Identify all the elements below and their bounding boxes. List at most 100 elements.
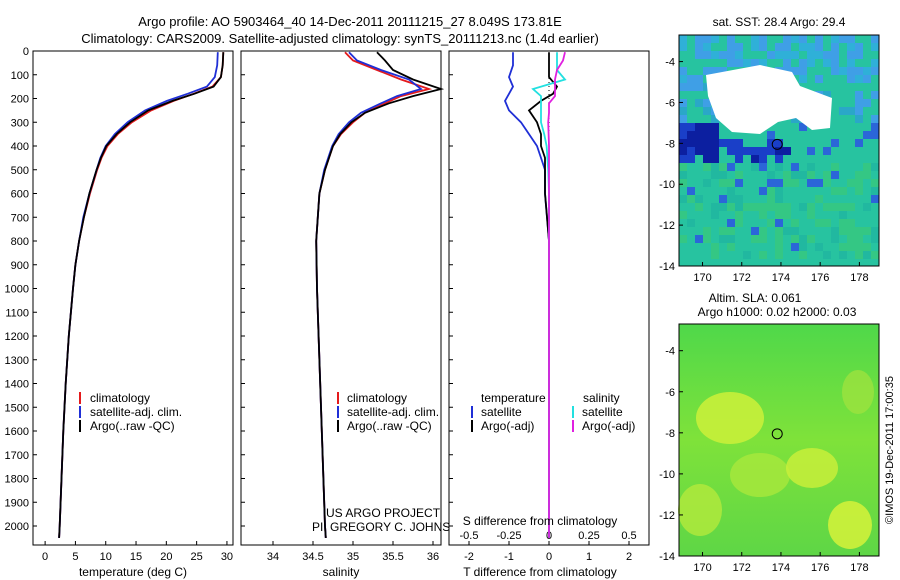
argo-float-marker-sla bbox=[771, 428, 783, 440]
sst-cell bbox=[719, 179, 727, 187]
sst-cell bbox=[767, 179, 775, 187]
sst-cell bbox=[799, 203, 807, 211]
sst-cell bbox=[759, 187, 767, 195]
x-tick-label: 2 bbox=[626, 551, 632, 563]
sst-cell bbox=[759, 203, 767, 211]
sst-cell bbox=[703, 99, 711, 107]
sst-cell bbox=[855, 251, 863, 259]
sst-cell bbox=[799, 59, 807, 67]
sst-cell bbox=[719, 203, 727, 211]
sst-cell bbox=[863, 171, 871, 179]
sst-cell bbox=[727, 43, 735, 51]
lat-tick-label: -14 bbox=[659, 261, 675, 273]
sst-cell bbox=[783, 171, 791, 179]
sst-cell bbox=[807, 51, 815, 59]
sst-cell bbox=[711, 131, 719, 139]
sst-cell bbox=[751, 59, 759, 67]
salinity-legend: climatology satellite-adj. clim. Argo(..… bbox=[337, 391, 439, 433]
sst-cell bbox=[727, 163, 735, 171]
sst-cell bbox=[863, 75, 871, 83]
depth-tick-label: 200 bbox=[11, 94, 29, 106]
s-tick-label: -0.5 bbox=[460, 530, 479, 542]
sst-cell bbox=[727, 203, 735, 211]
sst-cell bbox=[735, 211, 743, 219]
series-line-argo-raw-qc- bbox=[315, 51, 445, 538]
x-tick-label: 20 bbox=[160, 551, 172, 563]
sst-cell bbox=[695, 99, 703, 107]
sla-blob bbox=[842, 370, 874, 414]
lat-tick-label: -12 bbox=[659, 220, 675, 232]
depth-tick-label: 1600 bbox=[5, 426, 29, 438]
sst-cell bbox=[711, 147, 719, 155]
sst-cell bbox=[735, 179, 743, 187]
sst-cell bbox=[871, 91, 879, 99]
sst-cell bbox=[767, 139, 775, 147]
sst-cell bbox=[791, 171, 799, 179]
sst-cell bbox=[847, 67, 855, 75]
sst-cell bbox=[759, 35, 767, 43]
lon-tick-label: 172 bbox=[733, 272, 751, 284]
lon-tick-label: 170 bbox=[693, 272, 711, 284]
sst-cell bbox=[767, 219, 775, 227]
sst-cell bbox=[695, 203, 703, 211]
sst-cell bbox=[783, 211, 791, 219]
sst-map-frame bbox=[678, 34, 880, 267]
sst-cell bbox=[847, 179, 855, 187]
sst-cell bbox=[855, 139, 863, 147]
x-tick-label: 1 bbox=[586, 551, 592, 563]
x-tick-label: 30 bbox=[221, 551, 233, 563]
sst-cell bbox=[823, 147, 831, 155]
sst-cell bbox=[759, 163, 767, 171]
sst-cell bbox=[871, 43, 879, 51]
sst-cell bbox=[855, 43, 863, 51]
sst-cell bbox=[871, 235, 879, 243]
sst-cell bbox=[767, 203, 775, 211]
s-tick-label: -0.25 bbox=[496, 530, 521, 542]
sst-cell bbox=[759, 211, 767, 219]
sst-cell bbox=[775, 147, 783, 155]
lon-tick-label: 178 bbox=[850, 272, 868, 284]
sst-cell bbox=[719, 67, 727, 75]
sst-cell bbox=[679, 123, 687, 131]
sst-cell bbox=[735, 203, 743, 211]
difference-axis-ticks: -2 -1 0 1 2-0.5 -0.25 0 0.25 0.5 bbox=[460, 530, 637, 563]
sst-cell bbox=[847, 219, 855, 227]
sst-cell bbox=[759, 227, 767, 235]
lat-tick-label: -4 bbox=[665, 346, 675, 358]
credit-pi: PI: GREGORY C. JOHNSON bbox=[312, 520, 468, 534]
sal-legend-argo-label: Argo(..raw -QC) bbox=[347, 419, 432, 433]
sst-cell bbox=[831, 227, 839, 235]
lon-tick-label: 170 bbox=[693, 562, 711, 574]
sst-map-panel: sat. SST: 28.4 Argo: 29.4 170 172 174 176 17… bbox=[659, 15, 880, 284]
sst-cell bbox=[703, 43, 711, 51]
depth-tick-label: 1500 bbox=[5, 402, 29, 414]
sst-cell bbox=[831, 59, 839, 67]
sst-cell bbox=[719, 227, 727, 235]
x-tick-label: 34.5 bbox=[302, 551, 323, 563]
sst-cell bbox=[823, 51, 831, 59]
depth-tick-label: 400 bbox=[11, 141, 29, 153]
sst-cell bbox=[783, 227, 791, 235]
lat-tick-label: -4 bbox=[665, 57, 675, 69]
sst-cell bbox=[759, 59, 767, 67]
depth-tick-label: 900 bbox=[11, 260, 29, 272]
sst-cell bbox=[839, 243, 847, 251]
sst-cell bbox=[807, 163, 815, 171]
sst-cell bbox=[703, 131, 711, 139]
sst-cell bbox=[791, 235, 799, 243]
sst-cell bbox=[695, 35, 703, 43]
sst-cell bbox=[839, 107, 847, 115]
sst-cell bbox=[695, 83, 703, 91]
sst-cell bbox=[799, 75, 807, 83]
sla-latitude-ticks: -4 -6 -8 -10 -12 -14 bbox=[659, 346, 683, 563]
sst-cell bbox=[719, 163, 727, 171]
credit-project: US ARGO PROJECT bbox=[326, 506, 441, 520]
sst-cell bbox=[711, 139, 719, 147]
sst-cell bbox=[687, 195, 695, 203]
temperature-plot-frame bbox=[32, 50, 234, 546]
sst-cell bbox=[807, 211, 815, 219]
sst-cell bbox=[679, 107, 687, 115]
sst-cell bbox=[775, 187, 783, 195]
sst-cell bbox=[743, 59, 751, 67]
sst-cell bbox=[711, 115, 719, 123]
